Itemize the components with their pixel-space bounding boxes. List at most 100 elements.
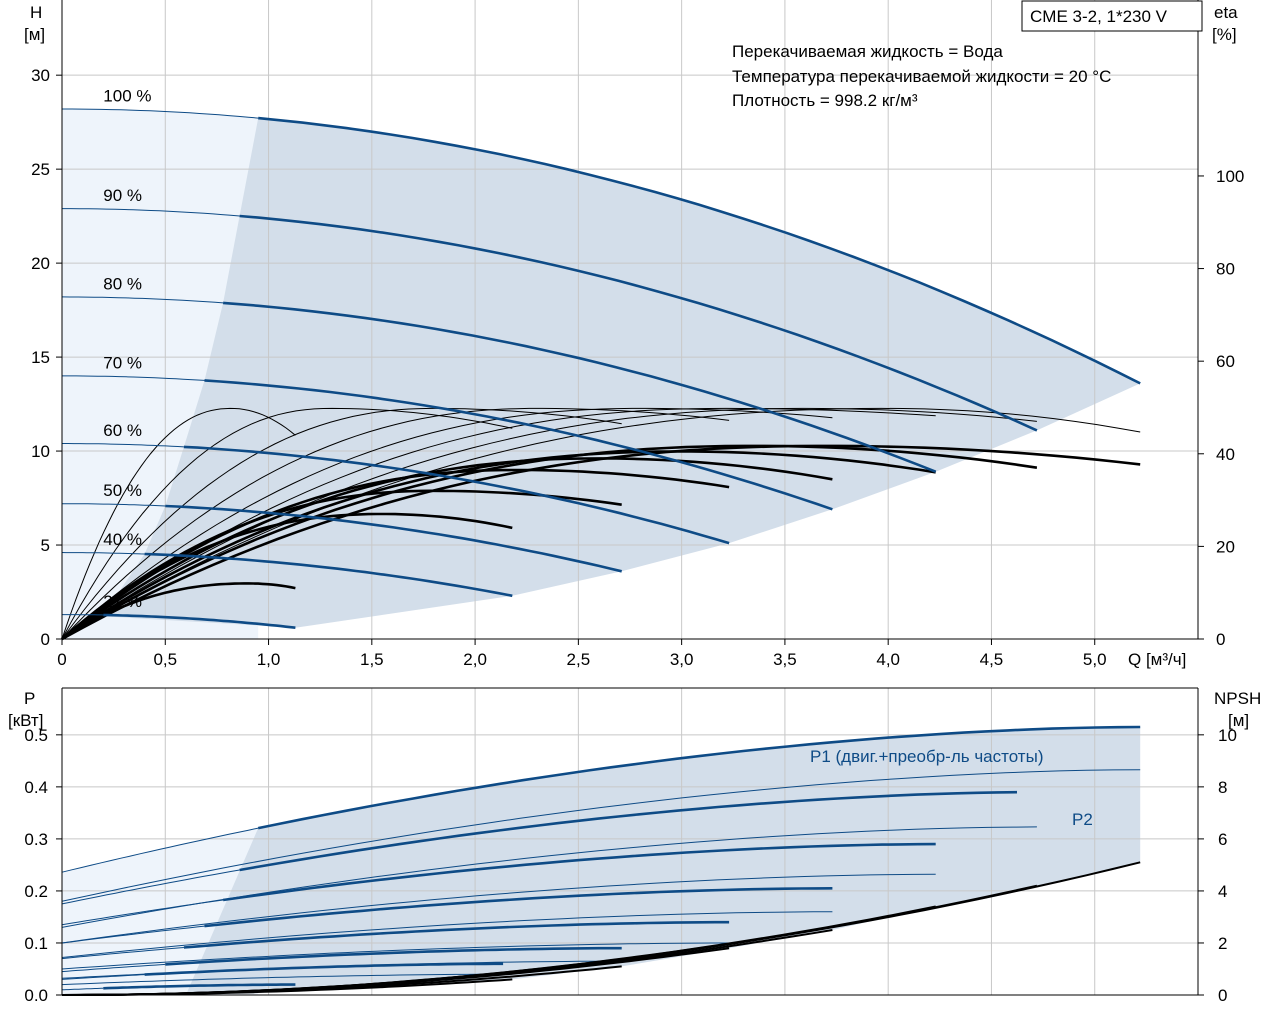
speed-labels: 100 % 90 % 80 % 70 % 60 % 50 % 40 % 21 % [103,86,151,611]
model-label-box [1021,0,1203,32]
head-curve-low-flow [62,108,259,119]
head-curve-80 [222,301,937,473]
p2-curve [61,911,833,958]
head-curve-100 [258,116,1141,385]
p1-series-label: P1 (двиг.+преобр-ль частоты) [810,747,1043,766]
p1-curve-low-flow [61,827,259,873]
x-tick-label: 3,5 [773,650,797,669]
p1-curve [222,842,936,902]
p1-curve [239,790,1018,872]
p1-curve-low-flow [61,974,145,980]
x-tick-label: 0 [57,650,66,669]
p-tick-label: 0.2 [24,882,48,901]
y-left-label-bottom-1: P [24,689,35,708]
head-curve-low-flow [62,375,205,381]
y-left-label-top-2: [м] [24,25,45,44]
power-panel: 0.0 0.1 0.2 0.3 0.4 0.5 0 2 4 6 8 10 P [кВт] NPSH [… [8,687,1261,1005]
npsh-tick-label: 8 [1218,778,1227,797]
x-tick-label: 3,0 [670,650,694,669]
y-right-tick-label: 0 [1216,630,1225,649]
npsh-tick-label: 6 [1218,830,1227,849]
p1-curve-low-flow [61,925,205,944]
p1-curve-low-flow [61,947,184,960]
y-left-tick-label: 15 [31,348,50,367]
eta-curve [61,468,730,641]
speed-label-100: 100 % [103,86,151,105]
speed-label-60: 60 % [103,421,142,440]
npsh-tick-label: 0 [1218,986,1227,1005]
info-line-3: Плотность = 998.2 кг/м³ [732,91,918,110]
head-curve-low-flow [62,443,184,448]
p-tick-label: 0.0 [24,986,48,1005]
head-curve-60 [183,445,730,545]
p1-curve [204,887,833,928]
p2-curve [61,769,1141,902]
y-left-label-bottom-2: [кВт] [8,711,43,730]
p-tick-label: 0.5 [24,726,48,745]
power-grid [62,688,1198,995]
x-tick-label: 1,5 [360,650,384,669]
p1-curve [257,725,1141,830]
y-left-tick-label: 20 [31,254,50,273]
p2-curve [61,973,513,986]
p-tick-label: 0.4 [24,778,48,797]
p1-curve [103,983,296,990]
head-panel: 100 % 90 % 80 % 70 % 60 % 50 % 40 % 21 % 0 0,5 1,… [24,0,1244,669]
info-line-2: Температура перекачиваемой жидкости = 20… [732,67,1111,86]
npsh-tick-label: 4 [1218,882,1227,901]
head-curves [61,108,1141,629]
power-region [62,727,1141,995]
y-left-tick-label: 10 [31,442,50,461]
p1-curve [183,920,730,949]
npsh-tick-label: 10 [1218,726,1237,745]
eta-envelope-curve [61,407,622,640]
x-tick-label: 5,0 [1083,650,1107,669]
speed-label-40: 40 % [103,530,142,549]
x-tick-label: 2,0 [463,650,487,669]
eta-curve [61,489,622,640]
eta-curve [61,450,936,641]
eta-curve [61,457,833,641]
eta-envelope-curve [61,407,296,640]
y-left-tick-label: 25 [31,160,50,179]
p1-curve [165,946,622,966]
y-left-tick-label: 5 [41,536,50,555]
npsh-tick-label: 2 [1218,934,1227,953]
power-curves [61,725,1141,991]
x-tick-label: 1,0 [257,650,281,669]
p1-curve-low-flow [61,963,166,973]
y-right-tick-label: 80 [1216,260,1235,279]
eta-envelope-curve [61,407,513,640]
x-tick-label: 4,5 [980,650,1004,669]
head-curve-low-flow [61,296,224,304]
p2-curve [61,942,730,970]
eta-envelope-curve [61,407,1141,640]
y-right-label-top-1: eta [1214,3,1238,22]
head-curve-low-flow [62,208,240,217]
head-curve-low-flow [61,552,145,555]
y-right-tick-label: 60 [1216,352,1235,371]
eta-curve [61,512,513,640]
speed-label-21: 21 % [103,592,142,611]
y-right-label-top-2: [%] [1212,25,1237,44]
p1-curve-low-flow [61,869,240,905]
eta-envelope-curve [61,407,730,640]
eta-envelope-curve [61,407,833,640]
p1-curve [144,962,504,976]
speed-label-70: 70 % [103,353,142,372]
speed-label-50: 50 % [103,481,142,500]
operating-region-shape [103,118,1141,628]
info-line-1: Перекачиваемая жидкость = Вода [732,42,1003,61]
head-curve-low-flow [62,503,166,507]
model-label: CME 3-2, 1*230 V [1030,7,1168,26]
x-tick-label: 2,5 [567,650,591,669]
power-axes [61,687,1199,996]
y-right-tick-label: 100 [1216,167,1244,186]
y-left-label-top-1: H [30,3,42,22]
eta-curve [61,582,296,641]
p-tick-label: 0.1 [24,934,48,953]
x-tick-label: 0,5 [153,650,177,669]
head-curve-21 [103,613,296,629]
speed-label-90: 90 % [103,186,142,205]
